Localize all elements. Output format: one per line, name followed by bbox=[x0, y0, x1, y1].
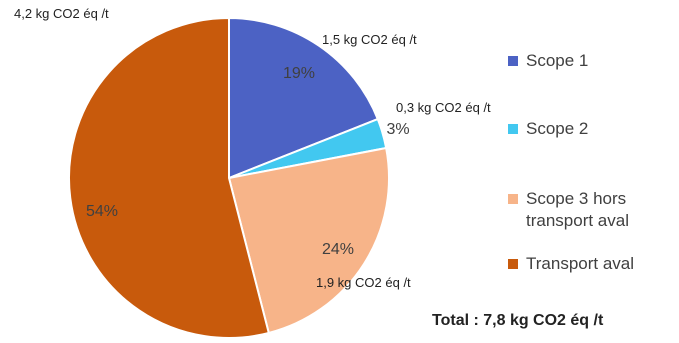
pie-slices bbox=[68, 16, 390, 339]
value-label-transport-aval: 4,2 kg CO2 éq /t bbox=[14, 6, 109, 21]
legend-swatch-transport-aval bbox=[508, 259, 518, 269]
value-label-scope-1: 1,5 kg CO2 éq /t bbox=[322, 32, 417, 47]
percent-label-scope-2: 3% bbox=[386, 121, 409, 138]
legend-label-scope-3: Scope 3 hors transport aval bbox=[526, 189, 629, 230]
legend-swatch-scope-3 bbox=[508, 194, 518, 204]
percent-label-scope-1: 19% bbox=[283, 65, 315, 82]
pie-slice-scope-1 bbox=[228, 16, 380, 180]
value-label-scope-3: 1,9 kg CO2 éq /t bbox=[316, 275, 411, 290]
legend-item-scope-1: Scope 1 bbox=[508, 50, 676, 72]
legend-item-scope-2: Scope 2 bbox=[508, 118, 676, 140]
pie-slice-scope-3 bbox=[227, 146, 390, 335]
legend-item-scope-3: Scope 3 hors transport aval bbox=[508, 188, 676, 232]
legend-swatch-scope-1 bbox=[508, 56, 518, 66]
legend-label-scope-1: Scope 1 bbox=[526, 51, 589, 70]
legend-swatch-scope-2 bbox=[508, 124, 518, 134]
percent-label-scope-3: 24% bbox=[322, 241, 354, 258]
legend-label-transport-aval: Transport aval bbox=[526, 254, 635, 273]
legend-label-scope-2: Scope 2 bbox=[526, 119, 589, 138]
pie-labels: 19% 1,5 kg CO2 éq /t 3% 0,3 kg CO2 éq /t 24%… bbox=[14, 6, 491, 290]
total-label: Total : 7,8 kg CO2 éq /t bbox=[432, 312, 604, 329]
legend-item-transport-aval: Transport aval bbox=[508, 253, 676, 275]
value-label-scope-2: 0,3 kg CO2 éq /t bbox=[396, 100, 491, 115]
percent-label-transport-aval: 54% bbox=[86, 203, 118, 220]
pie-slice-transport-aval bbox=[68, 16, 271, 339]
